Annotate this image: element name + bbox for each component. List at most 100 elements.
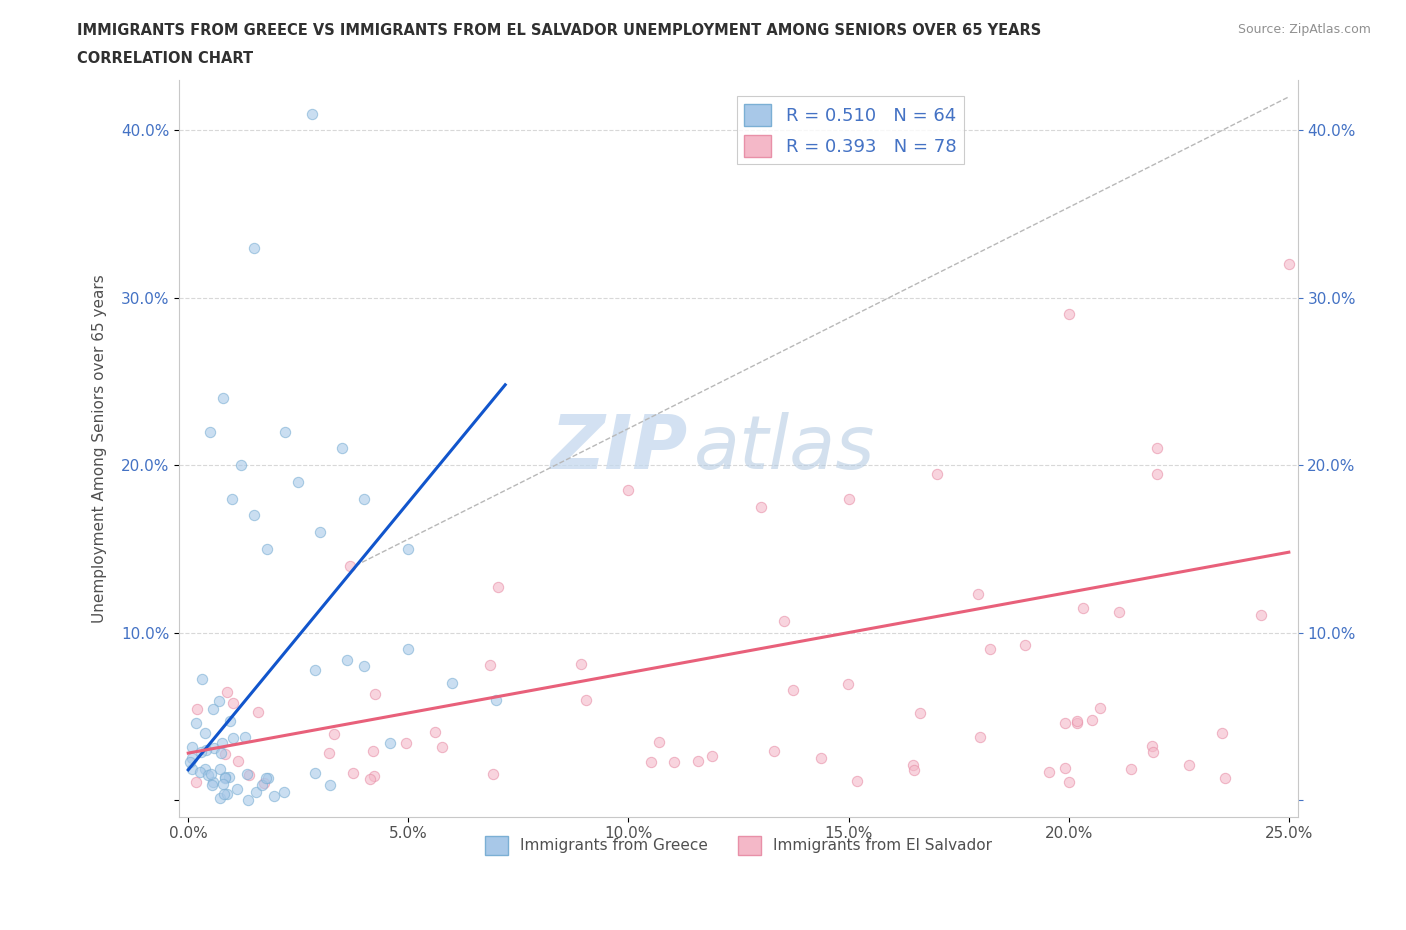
- Text: atlas: atlas: [693, 412, 875, 485]
- Point: [364, 686, 387, 701]
- Point: [846, 774, 869, 789]
- Point: [1066, 714, 1088, 729]
- Point: [763, 744, 786, 759]
- Point: [1278, 257, 1301, 272]
- Point: [250, 777, 273, 792]
- Point: [194, 762, 217, 777]
- Point: [979, 641, 1001, 656]
- Point: [423, 724, 446, 739]
- Point: [441, 675, 464, 690]
- Point: [201, 701, 224, 716]
- Point: [749, 499, 772, 514]
- Point: [226, 753, 249, 768]
- Point: [782, 683, 804, 698]
- Point: [330, 441, 353, 456]
- Point: [243, 240, 266, 255]
- Point: [243, 508, 266, 523]
- Point: [186, 701, 208, 716]
- Point: [1038, 764, 1060, 779]
- Point: [201, 775, 224, 790]
- Text: Source: ZipAtlas.com: Source: ZipAtlas.com: [1237, 23, 1371, 36]
- Text: CORRELATION CHART: CORRELATION CHART: [77, 51, 253, 66]
- Point: [214, 770, 236, 785]
- Point: [903, 757, 925, 772]
- Point: [212, 391, 235, 405]
- Legend: Immigrants from Greece, Immigrants from El Salvador: Immigrants from Greece, Immigrants from …: [478, 830, 998, 860]
- Point: [238, 767, 260, 782]
- Point: [229, 458, 252, 472]
- Point: [202, 741, 225, 756]
- Point: [1057, 774, 1080, 789]
- Point: [1211, 726, 1233, 741]
- Point: [221, 491, 243, 506]
- Point: [1081, 712, 1104, 727]
- Point: [810, 751, 832, 765]
- Point: [903, 763, 925, 777]
- Point: [253, 775, 276, 790]
- Point: [359, 772, 381, 787]
- Point: [648, 735, 671, 750]
- Point: [363, 768, 385, 783]
- Point: [273, 785, 295, 800]
- Point: [256, 541, 278, 556]
- Point: [318, 777, 340, 792]
- Point: [217, 787, 239, 802]
- Point: [219, 713, 242, 728]
- Point: [318, 746, 340, 761]
- Point: [247, 704, 270, 719]
- Point: [200, 424, 222, 439]
- Point: [908, 706, 931, 721]
- Point: [304, 765, 326, 780]
- Point: [1054, 716, 1077, 731]
- Point: [301, 106, 323, 121]
- Point: [225, 781, 247, 796]
- Point: [263, 789, 285, 804]
- Y-axis label: Unemployment Among Seniors over 65 years: Unemployment Among Seniors over 65 years: [93, 274, 107, 623]
- Point: [773, 614, 796, 629]
- Point: [304, 662, 326, 677]
- Point: [309, 525, 332, 539]
- Point: [966, 587, 988, 602]
- Point: [201, 777, 224, 792]
- Point: [664, 754, 686, 769]
- Point: [686, 754, 709, 769]
- Point: [323, 726, 346, 741]
- Point: [195, 743, 218, 758]
- Point: [179, 755, 201, 770]
- Point: [353, 658, 375, 673]
- Point: [363, 743, 385, 758]
- Point: [1071, 601, 1094, 616]
- Point: [254, 770, 277, 785]
- Point: [235, 766, 257, 781]
- Point: [353, 491, 375, 506]
- Point: [1213, 771, 1236, 786]
- Point: [1054, 761, 1077, 776]
- Point: [575, 693, 598, 708]
- Point: [197, 767, 219, 782]
- Point: [1250, 607, 1272, 622]
- Point: [194, 726, 217, 741]
- Point: [233, 729, 256, 744]
- Point: [209, 762, 232, 777]
- Point: [838, 491, 860, 506]
- Point: [969, 729, 991, 744]
- Point: [190, 744, 212, 759]
- Point: [485, 692, 508, 707]
- Point: [378, 736, 401, 751]
- Point: [180, 762, 202, 777]
- Point: [395, 736, 418, 751]
- Point: [1121, 762, 1143, 777]
- Point: [1108, 604, 1130, 619]
- Point: [238, 792, 260, 807]
- Point: [274, 424, 297, 439]
- Point: [1140, 738, 1163, 753]
- Point: [837, 677, 859, 692]
- Point: [209, 746, 232, 761]
- Point: [245, 784, 267, 799]
- Point: [1014, 638, 1036, 653]
- Point: [1088, 701, 1111, 716]
- Point: [184, 715, 207, 730]
- Point: [486, 580, 509, 595]
- Point: [481, 766, 503, 781]
- Point: [287, 474, 309, 489]
